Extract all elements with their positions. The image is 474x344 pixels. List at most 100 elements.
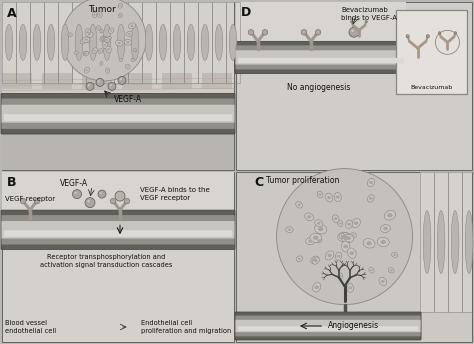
Circle shape <box>88 84 90 86</box>
Ellipse shape <box>380 225 391 233</box>
Ellipse shape <box>344 234 354 242</box>
Ellipse shape <box>19 24 27 61</box>
Circle shape <box>98 190 106 198</box>
Ellipse shape <box>305 213 314 221</box>
Ellipse shape <box>85 53 88 55</box>
Ellipse shape <box>369 197 373 200</box>
FancyBboxPatch shape <box>235 41 407 74</box>
Ellipse shape <box>187 24 195 61</box>
Ellipse shape <box>102 42 108 49</box>
FancyBboxPatch shape <box>237 326 419 331</box>
Ellipse shape <box>327 196 331 199</box>
Bar <box>156 2 170 83</box>
Circle shape <box>110 198 116 204</box>
Ellipse shape <box>84 67 90 73</box>
Ellipse shape <box>103 44 106 46</box>
Ellipse shape <box>351 234 355 237</box>
Ellipse shape <box>85 69 88 71</box>
Ellipse shape <box>314 286 319 289</box>
Ellipse shape <box>86 31 93 37</box>
Ellipse shape <box>100 36 107 42</box>
Ellipse shape <box>352 218 360 228</box>
Ellipse shape <box>118 3 123 8</box>
Circle shape <box>110 84 112 86</box>
Circle shape <box>365 21 367 23</box>
Ellipse shape <box>82 41 84 43</box>
Ellipse shape <box>381 280 385 283</box>
Ellipse shape <box>93 14 96 16</box>
FancyBboxPatch shape <box>1 210 235 249</box>
Bar <box>448 172 462 312</box>
Ellipse shape <box>349 251 355 255</box>
Ellipse shape <box>98 12 102 17</box>
Bar <box>2 2 234 170</box>
Ellipse shape <box>173 24 181 61</box>
Ellipse shape <box>126 32 132 36</box>
Ellipse shape <box>159 24 167 61</box>
Ellipse shape <box>339 275 342 277</box>
Ellipse shape <box>369 267 374 273</box>
Text: C: C <box>254 176 263 189</box>
Ellipse shape <box>311 256 319 264</box>
Ellipse shape <box>339 222 342 225</box>
Ellipse shape <box>134 50 136 51</box>
Ellipse shape <box>133 49 137 52</box>
Ellipse shape <box>109 28 114 33</box>
Ellipse shape <box>341 235 346 239</box>
Ellipse shape <box>437 211 445 273</box>
FancyBboxPatch shape <box>1 98 235 129</box>
Ellipse shape <box>33 24 41 61</box>
Circle shape <box>20 198 26 204</box>
Ellipse shape <box>100 62 103 65</box>
Ellipse shape <box>366 241 372 245</box>
Ellipse shape <box>312 282 321 292</box>
Ellipse shape <box>75 52 77 53</box>
Ellipse shape <box>325 251 334 260</box>
Ellipse shape <box>102 38 104 39</box>
Ellipse shape <box>341 233 352 243</box>
Bar <box>236 2 406 42</box>
FancyBboxPatch shape <box>4 230 232 237</box>
Bar <box>462 172 474 312</box>
Ellipse shape <box>75 24 83 61</box>
Ellipse shape <box>381 240 386 244</box>
Bar <box>122 73 152 89</box>
Ellipse shape <box>118 13 122 18</box>
Ellipse shape <box>100 30 102 32</box>
Bar <box>114 2 128 83</box>
Ellipse shape <box>341 235 344 237</box>
Ellipse shape <box>89 24 97 61</box>
Circle shape <box>62 0 146 81</box>
Circle shape <box>98 80 100 82</box>
Ellipse shape <box>308 240 312 243</box>
Ellipse shape <box>388 268 394 273</box>
Ellipse shape <box>317 222 321 225</box>
Ellipse shape <box>383 227 388 230</box>
Bar <box>162 73 192 89</box>
Ellipse shape <box>354 222 358 225</box>
Bar <box>2 133 234 170</box>
Circle shape <box>100 192 102 194</box>
Ellipse shape <box>107 48 110 50</box>
Ellipse shape <box>312 257 319 264</box>
Ellipse shape <box>349 233 356 238</box>
Ellipse shape <box>317 191 323 198</box>
Bar <box>212 2 226 83</box>
Ellipse shape <box>107 36 111 40</box>
Ellipse shape <box>100 63 102 64</box>
Bar <box>100 2 114 83</box>
Ellipse shape <box>83 51 88 56</box>
Text: Tumor: Tumor <box>88 5 116 14</box>
Text: B: B <box>7 176 17 189</box>
Bar <box>2 73 32 89</box>
Ellipse shape <box>92 12 97 18</box>
Ellipse shape <box>106 70 109 72</box>
Bar <box>86 2 100 83</box>
Ellipse shape <box>103 39 107 41</box>
Ellipse shape <box>451 211 459 273</box>
Text: Blood vessel
endothelial cell: Blood vessel endothelial cell <box>5 320 56 334</box>
Ellipse shape <box>104 37 109 42</box>
Ellipse shape <box>92 48 98 53</box>
Ellipse shape <box>108 37 110 39</box>
Bar <box>2 2 234 83</box>
